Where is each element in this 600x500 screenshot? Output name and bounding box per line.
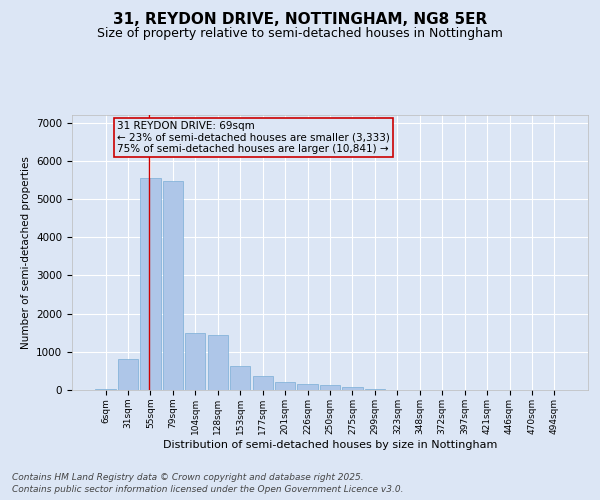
Bar: [320, 385, 340, 390]
Bar: [185, 334, 205, 390]
Y-axis label: Number of semi-detached properties: Number of semi-detached properties: [20, 156, 31, 349]
Bar: [230, 366, 250, 390]
Text: 31, REYDON DRIVE, NOTTINGHAM, NG8 5ER: 31, REYDON DRIVE, NOTTINGHAM, NG8 5ER: [113, 12, 487, 28]
Text: Contains HM Land Registry data © Crown copyright and database right 2025.: Contains HM Land Registry data © Crown c…: [12, 474, 364, 482]
Bar: [343, 387, 362, 390]
Bar: [208, 336, 228, 390]
Bar: [253, 376, 273, 390]
Bar: [163, 180, 183, 390]
Bar: [95, 389, 116, 390]
Bar: [140, 178, 161, 390]
Text: 31 REYDON DRIVE: 69sqm
← 23% of semi-detached houses are smaller (3,333)
75% of : 31 REYDON DRIVE: 69sqm ← 23% of semi-det…: [117, 120, 389, 154]
Bar: [275, 382, 295, 390]
Text: Size of property relative to semi-detached houses in Nottingham: Size of property relative to semi-detach…: [97, 28, 503, 40]
Bar: [298, 384, 317, 390]
Text: Contains public sector information licensed under the Open Government Licence v3: Contains public sector information licen…: [12, 485, 404, 494]
Bar: [365, 389, 385, 390]
X-axis label: Distribution of semi-detached houses by size in Nottingham: Distribution of semi-detached houses by …: [163, 440, 497, 450]
Bar: [118, 358, 138, 390]
